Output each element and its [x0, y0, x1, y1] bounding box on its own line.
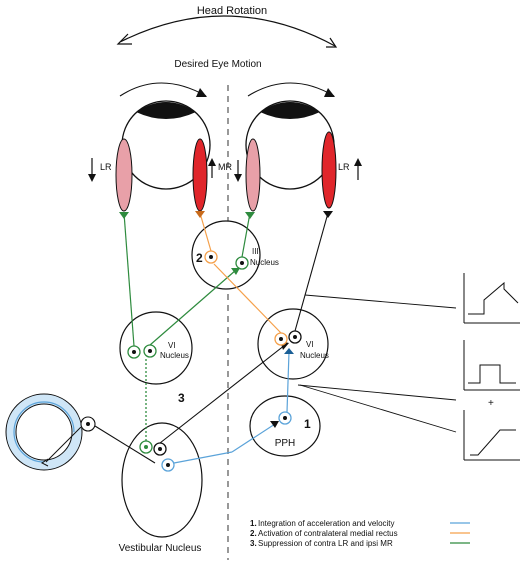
connector-3 — [299, 384, 457, 433]
left-eye — [115, 100, 211, 212]
pph — [249, 395, 321, 457]
blue-pph-to-vi-right — [286, 351, 290, 413]
legend-text-1: Integration of acceleration and velocity — [258, 519, 395, 528]
left-lr-label: LR — [100, 162, 112, 172]
mr-label: MR — [218, 162, 232, 172]
afferent-neuron — [45, 416, 156, 464]
connector-2 — [297, 384, 457, 401]
left-mr-muscle — [192, 138, 208, 212]
vi-left-label-2: Nucleus — [160, 351, 189, 360]
iii-nucleus-label-1: III — [252, 247, 259, 256]
vi-right-label-1: VI — [306, 340, 314, 349]
legend-num-1: 1. — [250, 519, 257, 528]
connector-1 — [304, 294, 457, 309]
signal-graph-pulse — [463, 340, 520, 391]
vestibular-neurons — [139, 440, 175, 472]
semicircular-canal — [5, 393, 83, 471]
left-lr-muscle — [115, 138, 133, 212]
pph-neuron-dot — [283, 416, 287, 420]
green-iii-to-right-mr — [241, 212, 251, 258]
green-vi-left-to-lr — [123, 212, 135, 347]
orange-iii-to-left-mr — [199, 212, 212, 252]
orange-vi-right-to-iii — [213, 263, 282, 334]
head-rotation-label: Head Rotation — [197, 5, 267, 17]
step-1-label: 1 — [304, 417, 311, 431]
left-eye-motion-arrow — [119, 82, 207, 97]
desired-eye-motion-label: Desired Eye Motion — [174, 59, 261, 70]
right-lr-muscle — [321, 131, 337, 209]
vi-right-label-2: Nucleus — [300, 351, 329, 360]
legend-text-3: Suppression of contra LR and ipsi MR — [258, 539, 393, 548]
iii-nucleus-label-2: Nucleus — [250, 258, 279, 267]
right-mr-muscle — [245, 138, 261, 212]
iii-neurons — [204, 250, 249, 270]
right-lr-up-arrow — [354, 158, 362, 180]
legend-text-2: Activation of contralateral medial rectu… — [258, 529, 398, 538]
plus-label: + — [488, 398, 494, 409]
legend: 1. Integration of acceleration and veloci… — [250, 519, 470, 548]
right-eye — [245, 100, 337, 212]
right-eye-motion-arrow — [247, 82, 335, 97]
vestibular-nucleus-label: Vestibular Nucleus — [119, 543, 202, 554]
vestibular-nucleus — [121, 422, 203, 538]
black-vn-to-vi-right — [159, 344, 286, 444]
legend-num-3: 3. — [250, 539, 257, 548]
step-2-label: 2 — [196, 251, 203, 265]
right-mr-down-arrow — [234, 160, 242, 182]
right-lr-label: LR — [338, 162, 350, 172]
blue-vn-to-pph — [173, 421, 279, 464]
signal-graph-step — [463, 410, 520, 461]
legend-num-2: 2. — [250, 529, 257, 538]
signal-graph-pulse-step — [463, 273, 520, 324]
left-mr-up-arrow — [208, 158, 216, 178]
vi-left-label-1: VI — [168, 341, 176, 350]
vi-nucleus-left — [119, 311, 193, 385]
green-vi-left-to-iii — [149, 269, 237, 346]
vi-left-neurons — [127, 344, 157, 359]
pph-label: PPH — [275, 438, 296, 449]
iii-nucleus — [191, 220, 261, 290]
left-lr-down-arrow — [88, 158, 96, 182]
step-3-label: 3 — [178, 391, 185, 405]
head-rotation-arrow — [116, 15, 338, 48]
black-vi-right-to-lr — [294, 212, 329, 332]
